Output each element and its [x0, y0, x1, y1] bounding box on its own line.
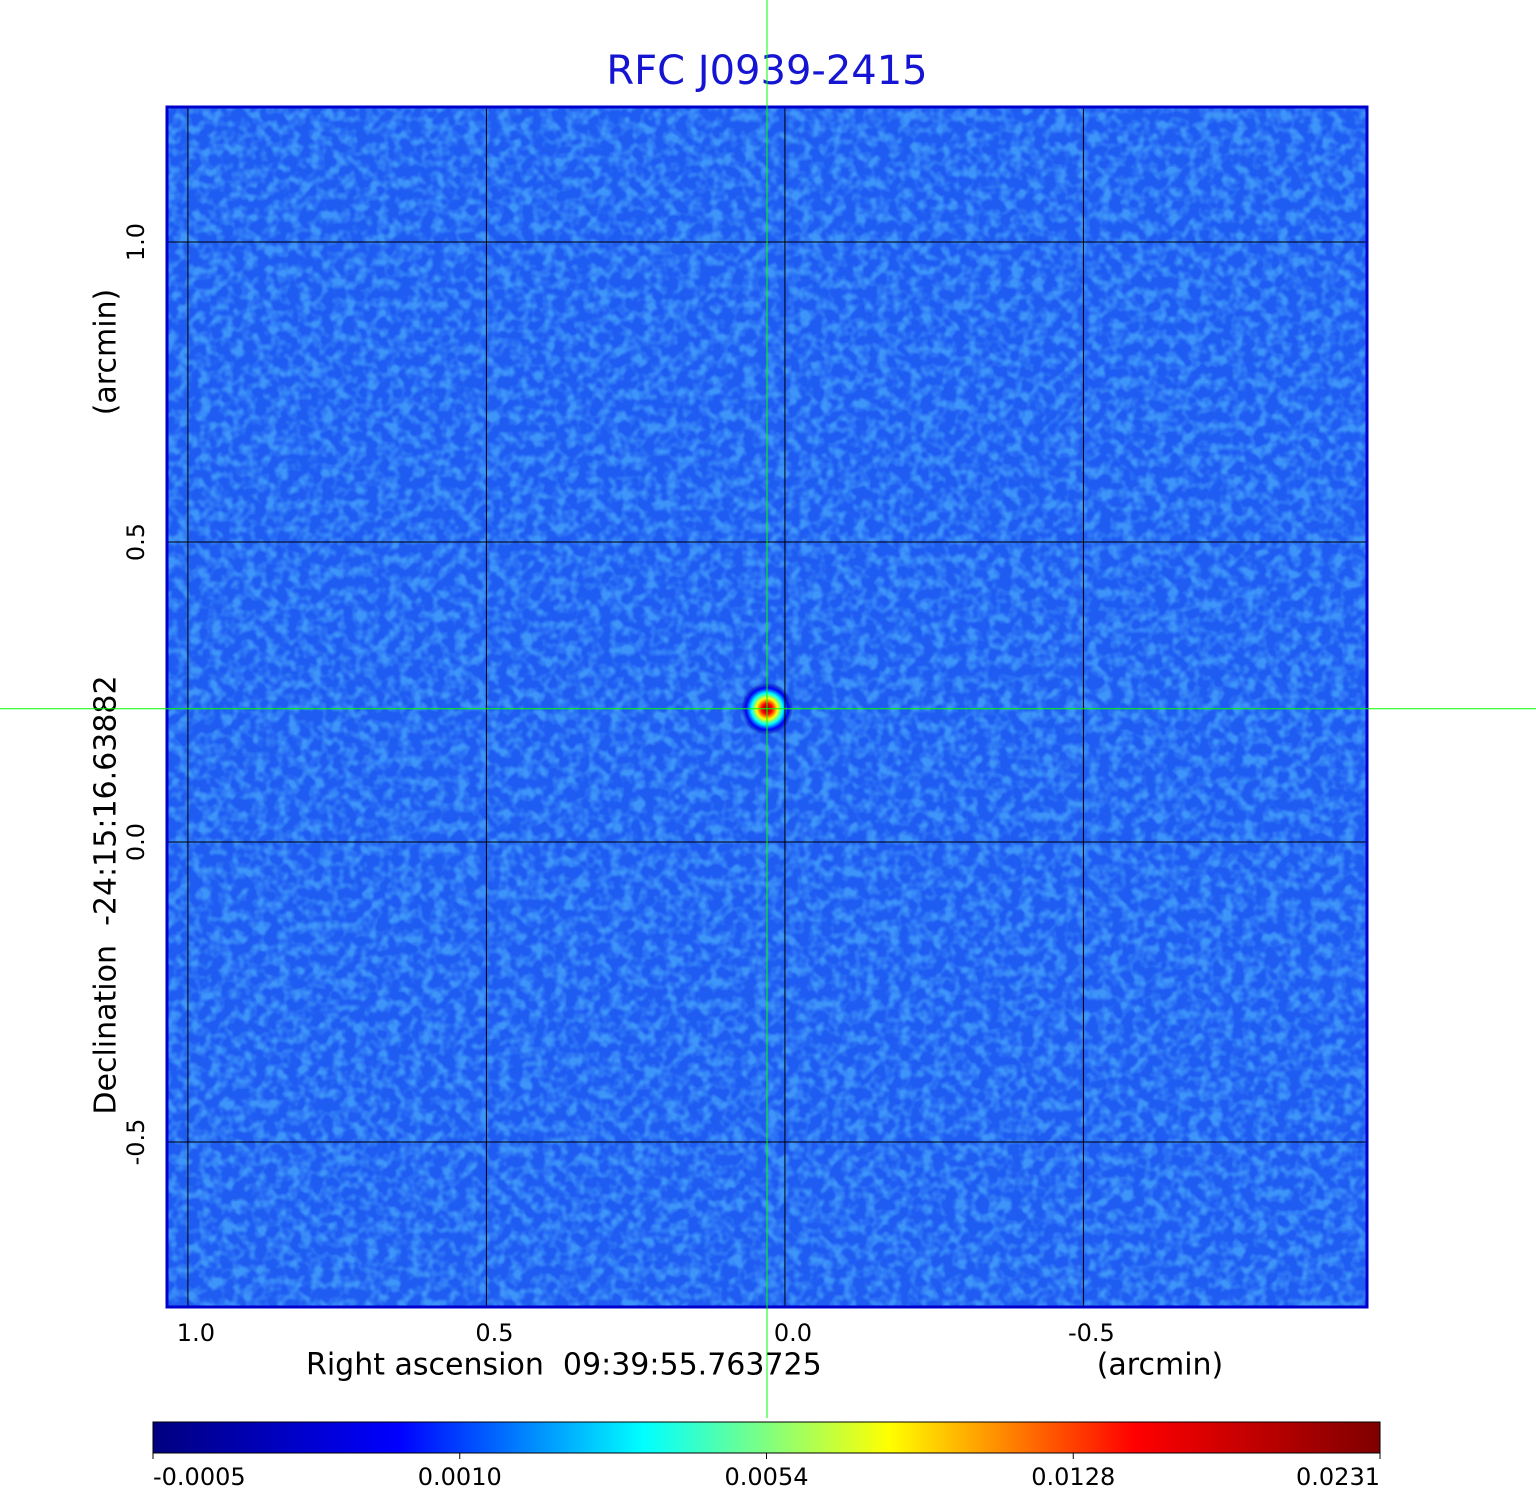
x-tick-label: 1.0: [177, 1319, 215, 1347]
y-axis-unit: (arcmin): [89, 289, 124, 416]
x-axis-unit: (arcmin): [1097, 1348, 1224, 1383]
x-tick-label: 0.5: [475, 1319, 513, 1347]
y-axis-label: Declination -24:15:16.63882: [89, 675, 124, 1114]
y-tick-label: 1.0: [122, 223, 150, 261]
x-tick-label: 0.0: [774, 1319, 812, 1347]
y-tick-label: -0.5: [122, 1119, 150, 1166]
colorbar-tick-label: -0.0005: [153, 1463, 246, 1491]
colorbar-tick-label: 0.0054: [725, 1463, 809, 1491]
colorbar-tick-label: 0.0231: [1296, 1463, 1380, 1491]
colorbar: [152, 1421, 1381, 1454]
colorbar-tick-label: 0.0010: [418, 1463, 502, 1491]
colorbar-tick-label: 0.0128: [1031, 1463, 1115, 1491]
x-tick-label: -0.5: [1068, 1319, 1115, 1347]
y-tick-label: 0.5: [122, 523, 150, 561]
x-axis-label: Right ascension 09:39:55.763725: [306, 1348, 822, 1383]
y-tick-label: 0.0: [122, 823, 150, 861]
